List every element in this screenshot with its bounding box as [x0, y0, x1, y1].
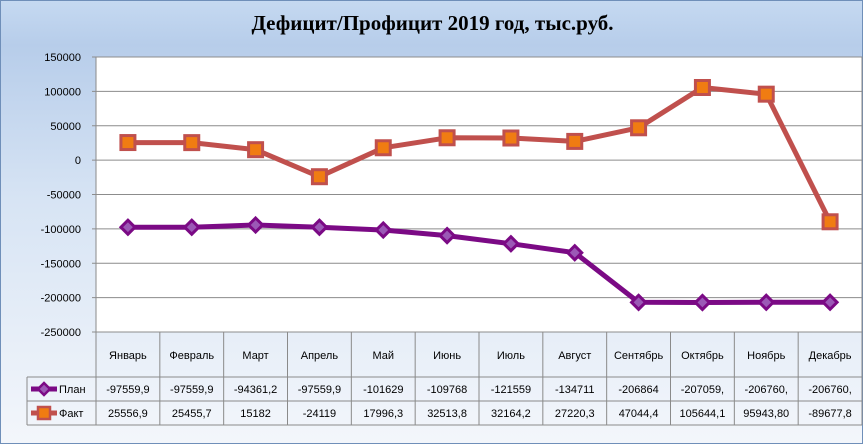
table-cell: -97559,9	[170, 384, 213, 396]
plan-point	[374, 220, 393, 240]
fact-point	[630, 119, 648, 137]
category-label: Апрель	[301, 350, 339, 362]
series-line-fact	[127, 85, 833, 223]
series-line-plan	[127, 222, 831, 305]
category-label: Июль	[497, 350, 525, 362]
y-tick-label: 150000	[44, 52, 81, 64]
category-label: Ноябрь	[747, 350, 785, 362]
plan-point	[693, 293, 712, 312]
category-label: Март	[242, 350, 268, 362]
legend-label: План	[59, 384, 86, 396]
fact-point	[438, 129, 456, 147]
table-cell: 105644,1	[679, 408, 725, 420]
y-tick-label: -50000	[47, 190, 81, 202]
table-cell: 32164,2	[491, 408, 531, 420]
plan-point	[437, 226, 457, 245]
plan-point	[246, 215, 265, 235]
plan-point	[565, 243, 584, 262]
table-cell: -97559,9	[106, 384, 149, 396]
plan-point	[501, 234, 521, 253]
table-cell: -24119	[303, 408, 336, 420]
legend-marker	[36, 381, 52, 397]
table-cell: -206760,	[808, 384, 851, 396]
chart-title: Дефицит/Профицит 2019 год, тыс.руб.	[251, 11, 614, 35]
plan-point	[118, 218, 138, 237]
table-cell: 25455,7	[172, 408, 212, 420]
category-label: Февраль	[169, 350, 214, 362]
fact-point	[693, 78, 711, 96]
plan-point	[310, 218, 329, 237]
table-cell: -89677,8	[808, 408, 851, 420]
y-tick-label: -200000	[41, 293, 81, 305]
y-tick-label: -100000	[41, 224, 81, 236]
fact-point	[757, 85, 775, 103]
legend-label: Факт	[59, 408, 83, 420]
table-cell: 95943,80	[743, 408, 789, 420]
fact-point	[119, 134, 137, 152]
plan-point	[820, 293, 840, 312]
table-cell: 32513,8	[427, 408, 467, 420]
table-cell: 27220,3	[555, 408, 595, 420]
legend-marker	[36, 405, 52, 421]
table-cell: -206864	[618, 384, 658, 396]
table-cell: -134711	[555, 384, 595, 396]
y-tick-label: 50000	[50, 121, 81, 133]
fact-point	[374, 139, 392, 157]
table-cell: -206760,	[745, 384, 788, 396]
table-cell: 25556,9	[108, 408, 148, 420]
y-tick-label: -250000	[41, 327, 81, 339]
table-cell: -97559,9	[298, 384, 341, 396]
table-cell: 15182	[240, 408, 271, 420]
fact-point	[821, 213, 839, 231]
table-cell: -207059,	[681, 384, 724, 396]
plan-point	[757, 293, 776, 312]
category-label: Октябрь	[681, 350, 724, 362]
fact-point	[247, 141, 265, 159]
fact-point	[502, 129, 520, 147]
y-tick-label: 100000	[44, 86, 81, 98]
table-cell: -94361,2	[234, 384, 277, 396]
fact-point	[310, 168, 328, 186]
category-label: Август	[558, 350, 591, 362]
category-label: Май	[372, 350, 394, 362]
category-label: Декабрь	[809, 350, 852, 362]
table-cell: -109768	[427, 384, 467, 396]
y-tick-label: -150000	[41, 258, 81, 270]
fact-point	[566, 132, 584, 150]
fact-point	[183, 134, 201, 152]
category-label: Сентябрь	[614, 350, 664, 362]
table-cell: 47044,4	[619, 408, 659, 420]
table-cell: -101629	[363, 384, 403, 396]
plan-point	[629, 293, 648, 312]
plan-point	[182, 218, 201, 237]
y-tick-label: 0	[75, 155, 81, 167]
category-label: Июнь	[433, 350, 461, 362]
category-label: Январь	[109, 350, 147, 362]
table-cell: 17996,3	[363, 408, 403, 420]
table-cell: -121559	[491, 384, 531, 396]
